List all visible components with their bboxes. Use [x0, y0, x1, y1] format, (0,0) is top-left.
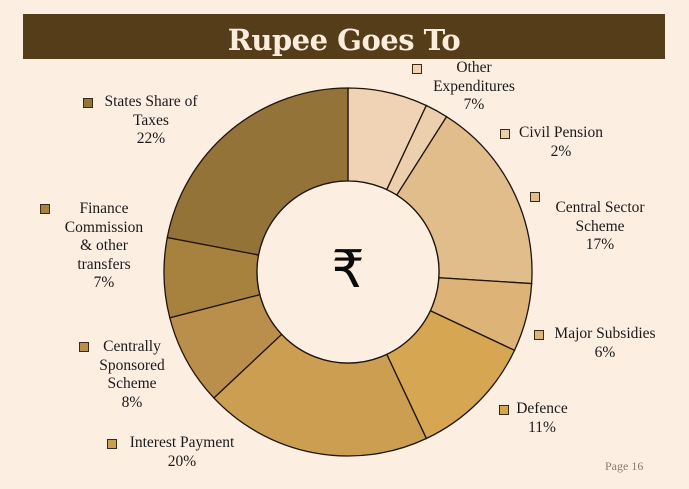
legend-civil-pension: Civil Pension 2%: [500, 124, 609, 161]
legend-marker: [530, 192, 540, 202]
legend-marker: [40, 204, 50, 214]
legend-states-share-of-taxes: States Share of Taxes 22%: [83, 93, 206, 149]
page-number-value: 16: [631, 459, 644, 473]
legend-marker: [79, 342, 89, 352]
legend-interest-payment: Interest Payment 20%: [107, 434, 244, 471]
legend-defence: Defence 11%: [499, 400, 572, 437]
legend-major-subsidies: Major Subsidies 6%: [534, 325, 663, 362]
legend-marker: [499, 405, 509, 415]
legend-marker: [500, 129, 510, 139]
page-number: Page 16: [605, 459, 643, 474]
legend-marker: [107, 439, 117, 449]
chart-title: Rupee Goes To: [227, 23, 461, 57]
legend-other-expenditures: Other Expenditures 7%: [412, 59, 522, 115]
page-label: Page: [605, 459, 629, 473]
legend-marker: [412, 64, 422, 74]
legend-centrally-sponsored-scheme: Centrally Sponsored Scheme 8%: [79, 338, 173, 412]
title-bar: Rupee Goes To: [23, 14, 665, 59]
legend-finance-commission: Finance Commission & other transfers 7%: [40, 200, 150, 293]
legend-central-sector-scheme: Central Sector Scheme 17%: [530, 192, 655, 255]
legend-marker: [83, 98, 93, 108]
rupee-icon: ₹: [331, 240, 365, 300]
donut-hole: [256, 180, 440, 364]
legend-marker: [534, 330, 544, 340]
